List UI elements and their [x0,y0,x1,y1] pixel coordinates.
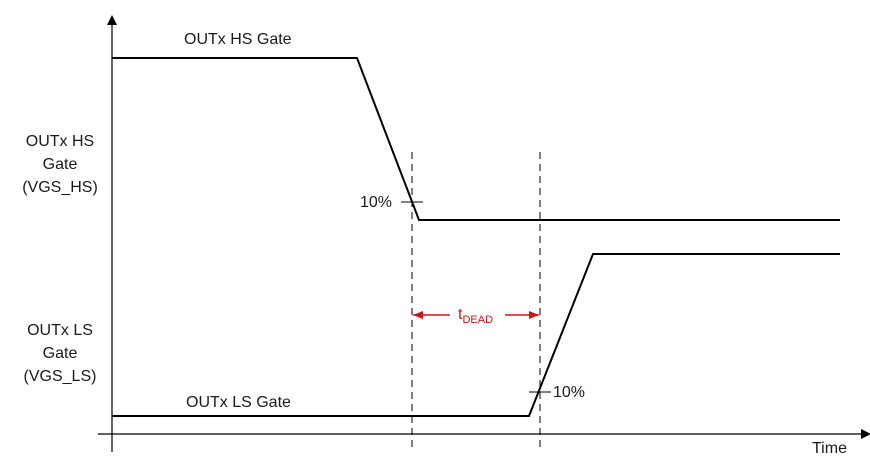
dead-time-label-main: t [458,306,463,323]
ls-threshold-label: 10% [553,384,585,401]
dead-time-label-sub: DEAD [462,314,493,326]
dead-time-label: tDEAD [458,306,493,326]
hs-axis-label: OUTx HS Gate (VGS_HS) [0,130,120,199]
ls-axis-label-line-1: OUTx LS [27,322,93,339]
hs-axis-label-line-3: (VGS_HS) [22,179,98,196]
hs-axis-label-line-2: Gate [42,156,78,173]
ls-gate-waveform [112,253,840,417]
hs-trace-label: OUTx HS Gate [184,31,292,48]
x-axis-label: Time [812,440,847,457]
ls-axis-label-line-2: Gate [42,345,78,362]
ls-axis-label: OUTx LS Gate (VGS_LS) [0,319,120,388]
ls-trace-label: OUTx LS Gate [186,394,291,411]
hs-threshold-label: 10% [360,194,392,211]
hs-gate-waveform [112,57,840,221]
hs-axis-label-line-1: OUTx HS [25,133,95,150]
ls-axis-label-line-3: (VGS_LS) [23,368,97,385]
